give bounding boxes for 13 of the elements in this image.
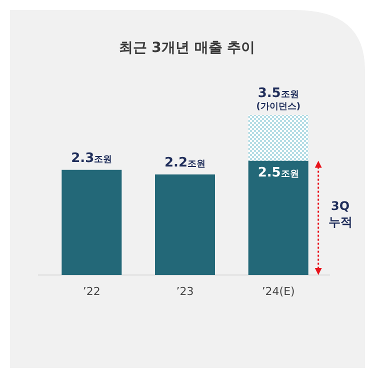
data-label: 2.3조원 bbox=[71, 150, 112, 166]
x-tick-label: ’24(E) bbox=[262, 285, 295, 298]
x-tick-label: ’23 bbox=[176, 285, 194, 298]
total-label: 3.5조원 (가이던스) bbox=[256, 86, 300, 112]
x-tick-label: ’22 bbox=[82, 285, 100, 298]
data-label: 2.5조원 bbox=[258, 166, 299, 181]
bar bbox=[248, 115, 308, 161]
data-label: 2.2조원 bbox=[164, 155, 206, 170]
bar bbox=[248, 160, 308, 275]
annotation: 3Q 누적 bbox=[328, 198, 352, 229]
bar bbox=[62, 170, 122, 275]
bar bbox=[155, 174, 215, 275]
chart-title: 최근 3개년 매출 추이 bbox=[118, 40, 256, 56]
